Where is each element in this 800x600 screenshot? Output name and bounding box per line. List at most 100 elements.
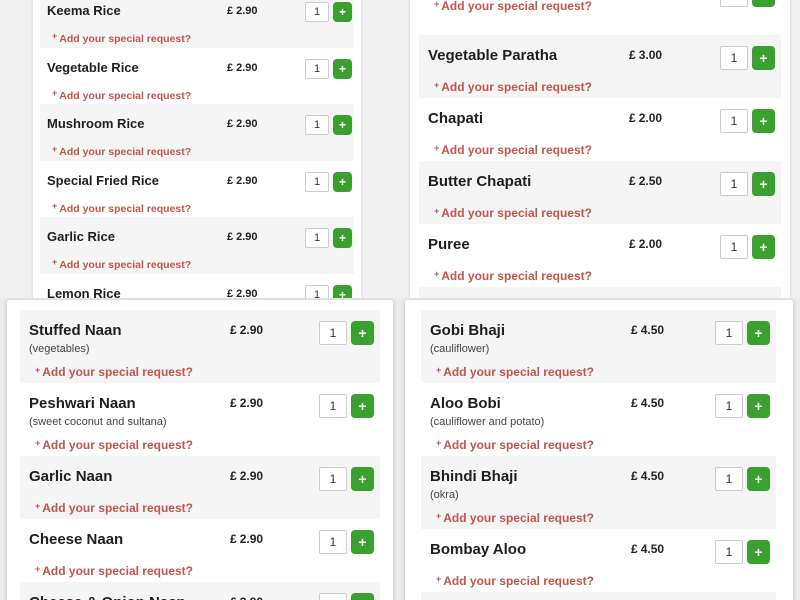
add-to-order-button[interactable]: + [351, 593, 374, 600]
item-price: £2.50 [629, 174, 663, 188]
item-name: Stuffed Naan [29, 322, 122, 339]
item-price: £4.50 [631, 542, 665, 556]
quantity-input[interactable] [715, 394, 743, 418]
item-name: Chapati [428, 110, 484, 127]
add-to-order-button[interactable]: + [747, 321, 770, 345]
quantity-input[interactable] [715, 467, 743, 491]
currency-symbol: £ [631, 469, 638, 483]
quantity-input[interactable] [715, 540, 743, 564]
special-request-link[interactable]: + Add your special request? [52, 87, 192, 102]
quantity-input[interactable] [715, 321, 743, 345]
upper-menu-sections: Keema Rice + Add your special request? £2… [0, 0, 800, 298]
quantity-controls: + [715, 540, 770, 564]
quantity-input[interactable] [305, 284, 329, 298]
quantity-controls: + [319, 394, 374, 418]
quantity-input[interactable] [305, 115, 329, 135]
plus-icon: + [35, 564, 41, 574]
item-name: Peshwari Naan [29, 395, 136, 412]
add-to-order-button[interactable]: + [752, 46, 775, 70]
add-to-order-button[interactable]: + [351, 394, 374, 418]
special-request-link[interactable]: + Add your special request? [35, 365, 193, 379]
currency-symbol: £ [629, 237, 636, 251]
special-request-link[interactable]: + Add your special request? [436, 365, 594, 379]
quantity-input[interactable] [319, 467, 347, 491]
item-price: £2.90 [227, 118, 258, 130]
item-price: £4.50 [631, 396, 665, 410]
add-to-order-button[interactable]: + [333, 2, 352, 22]
add-to-order-button[interactable]: + [351, 530, 374, 554]
add-to-order-button[interactable]: + [333, 228, 352, 248]
menu-section-vegetable-sides: Gobi Bhaji (cauliflower) + Add your speci… [405, 300, 793, 600]
add-to-order-button[interactable]: + [333, 171, 352, 192]
add-to-order-button[interactable]: + [752, 109, 775, 133]
quantity-controls: + [305, 115, 352, 135]
plus-icon: + [434, 80, 440, 90]
add-to-order-button[interactable]: + [333, 284, 352, 298]
special-request-link[interactable]: + Add your special request? [434, 206, 592, 220]
add-to-order-button[interactable]: + [752, 0, 775, 7]
item-price: £2.90 [230, 532, 264, 546]
quantity-input[interactable] [305, 58, 329, 79]
add-to-order-button[interactable]: + [747, 394, 770, 418]
add-to-order-button[interactable]: + [351, 467, 374, 491]
quantity-input[interactable] [720, 0, 748, 7]
quantity-input[interactable] [720, 109, 748, 133]
quantity-input[interactable] [305, 171, 329, 192]
special-request-link[interactable]: + Add your special request? [434, 0, 592, 13]
special-request-link[interactable]: + Add your special request? [436, 574, 594, 588]
currency-symbol: £ [230, 469, 237, 483]
special-request-link[interactable]: + Add your special request? [434, 143, 592, 157]
special-request-link[interactable]: + Add your special request? [52, 144, 192, 158]
quantity-input[interactable] [720, 46, 748, 70]
quantity-input[interactable] [319, 530, 347, 554]
plus-icon: + [436, 438, 442, 448]
special-request-link[interactable]: + Add your special request? [35, 438, 193, 452]
item-name: Vegetable Paratha [428, 47, 558, 64]
special-request-link[interactable]: + Add your special request? [434, 80, 592, 94]
add-to-order-button[interactable]: + [333, 115, 352, 135]
special-request-link[interactable]: + Add your special request? [35, 501, 193, 515]
special-request-link[interactable]: + Add your special request? [52, 200, 192, 215]
quantity-input[interactable] [319, 593, 347, 600]
item-name: Gobi Bhaji [430, 322, 505, 339]
plus-icon: + [754, 471, 763, 487]
quantity-input[interactable] [319, 321, 347, 345]
add-to-order-button[interactable]: + [752, 235, 775, 259]
quantity-controls: + [305, 58, 352, 79]
special-request-link[interactable]: + Add your special request? [436, 438, 594, 452]
menu-item-row: Puree +Add your special request? £2.00 + [419, 224, 781, 287]
quantity-input[interactable] [720, 172, 748, 196]
item-name: Cheese Naan [29, 531, 124, 548]
quantity-controls: + [305, 171, 352, 192]
plus-icon: + [436, 511, 442, 521]
add-to-order-button[interactable]: + [333, 58, 352, 79]
quantity-input[interactable] [305, 228, 329, 248]
quantity-input[interactable] [720, 235, 748, 259]
add-to-order-button[interactable]: + [747, 467, 770, 491]
special-request-link[interactable]: + Add your special request? [436, 511, 594, 525]
plus-icon: + [754, 398, 763, 414]
quantity-controls: + [305, 284, 352, 298]
item-price: £2.90 [230, 396, 264, 410]
item-description: (sweet coconut and sultana) [29, 416, 167, 428]
item-name: Cheese & Onion Naan [29, 594, 380, 600]
plus-icon: + [358, 398, 367, 414]
add-to-order-button[interactable]: + [752, 172, 775, 196]
item-name: Vegetable Rice [47, 59, 139, 75]
add-to-order-button[interactable]: + [747, 540, 770, 564]
special-request-link[interactable]: + Add your special request? [434, 269, 592, 283]
quantity-input[interactable] [319, 394, 347, 418]
quantity-input[interactable] [305, 2, 329, 22]
currency-symbol: £ [227, 174, 234, 187]
quantity-controls: + [715, 394, 770, 418]
item-price: £3.00 [629, 48, 663, 62]
add-to-order-button[interactable]: + [351, 321, 374, 345]
item-price: £2.90 [230, 469, 264, 483]
plus-icon: + [338, 5, 346, 19]
menu-item-row: Cheese & Onion Naan +Add your special re… [20, 582, 380, 600]
plus-icon: + [358, 325, 367, 341]
special-request-link[interactable]: + Add your special request? [52, 257, 192, 271]
special-request-link[interactable]: + Add your special request? [52, 31, 192, 45]
menu-item-row: Bhindi Bhaji (okra) + Add your special re… [421, 456, 776, 529]
special-request-link[interactable]: + Add your special request? [35, 564, 193, 578]
